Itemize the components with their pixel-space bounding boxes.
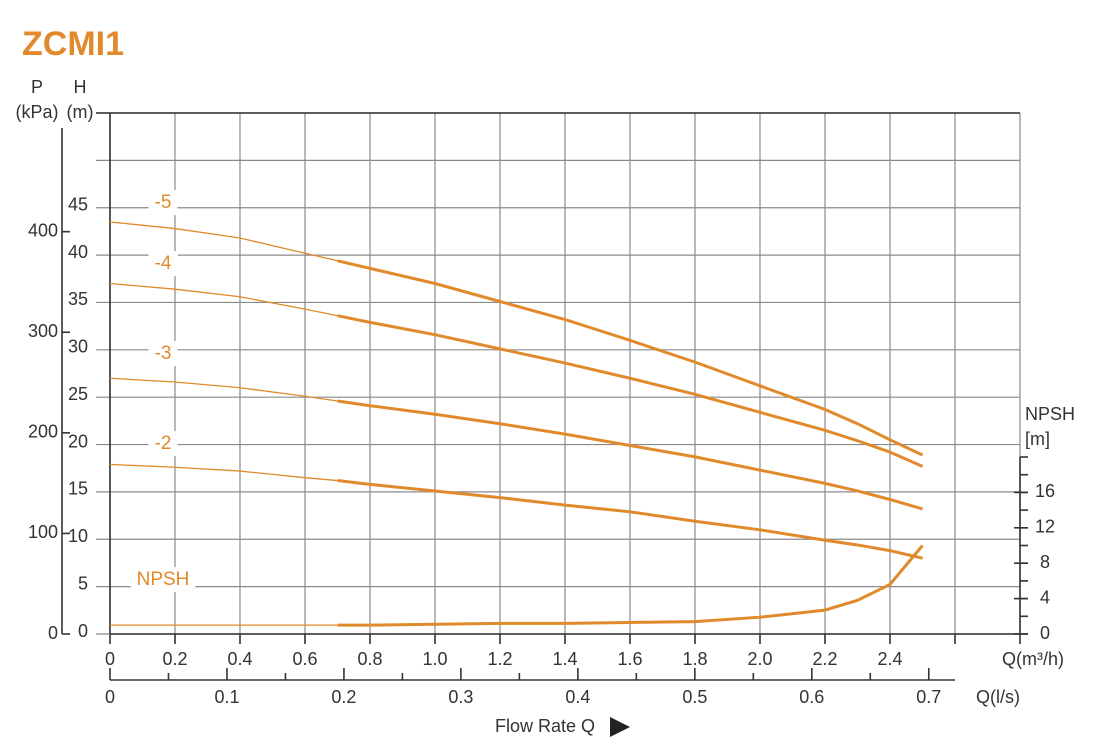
y2-tick-label: 200 [28,422,58,442]
x-tick-label: 1.6 [617,649,642,669]
axis-title: Flow Rate Q [495,716,595,736]
series-label-bg [130,567,196,593]
x-tick-label: 1.4 [552,649,577,669]
series-label-bg [148,190,178,216]
series-label: NPSH [137,569,190,590]
y2-label: P [31,77,43,97]
x2-tick-label: 0 [105,687,115,707]
x-tick-label: 1.0 [422,649,447,669]
y2-tick-label: 100 [28,522,58,542]
series-label: -2 [155,433,172,454]
y2-unit: (kPa) [15,102,58,122]
x-tick-label: 0.6 [292,649,317,669]
curve [337,479,923,560]
curve [109,463,338,482]
y3-tick-label: 4 [1040,587,1050,607]
series-label: -5 [155,192,172,213]
curve [109,221,338,262]
curve [337,399,923,511]
x2-tick-label: 0.6 [799,687,824,707]
x-tick-label: 0.4 [227,649,252,669]
y-tick-label: 10 [68,526,88,546]
y-tick-label: 40 [68,242,88,262]
series-label: -3 [155,343,172,364]
y2-tick-label: 400 [28,220,58,240]
x2-tick-label: 0.4 [565,687,590,707]
y-unit: (m) [67,102,94,122]
x2-tick-label: 0.7 [916,687,941,707]
y3-label: NPSH [1025,404,1075,424]
curve [337,544,924,627]
x2-tick-label: 0.1 [214,687,239,707]
y3-tick-label: 16 [1035,481,1055,501]
x-tick-label: 2.4 [877,649,902,669]
y-tick-label: 45 [68,194,88,214]
y-tick-label: 20 [68,431,88,451]
y2-tick-label: 0 [48,623,58,643]
x-tick-label: 0.2 [162,649,187,669]
series-label-bg [148,431,178,457]
series-label: -4 [155,253,172,274]
x2-tick-label: 0.3 [448,687,473,707]
x2-label: Q(l/s) [976,687,1020,707]
y-tick-label: 0 [78,621,88,641]
y3-tick-label: 12 [1035,517,1055,537]
y-tick-label: 30 [68,337,88,357]
y3-tick-label: 0 [1040,623,1050,643]
y3-unit: [m] [1025,429,1050,449]
curve [337,314,924,468]
x-tick-label: 1.2 [487,649,512,669]
y-tick-label: 35 [68,289,88,309]
x-label: Q(m³/h) [1002,649,1064,669]
x2-tick-label: 0.2 [331,687,356,707]
x-tick-label: 1.8 [682,649,707,669]
x-tick-label: 0 [105,649,115,669]
y2-tick-label: 300 [28,321,58,341]
x2-tick-label: 0.5 [682,687,707,707]
series-label-bg [148,341,178,367]
x-tick-label: 2.0 [747,649,772,669]
y-label: H [74,77,87,97]
y-tick-label: 15 [68,479,88,499]
y-tick-label: 5 [78,573,88,593]
curve [109,377,338,402]
x-tick-label: 0.8 [357,649,382,669]
y3-tick-label: 8 [1040,552,1050,572]
y-tick-label: 25 [68,384,88,404]
curve [109,282,338,317]
x-tick-label: 2.2 [812,649,837,669]
series-label-bg [148,251,178,277]
curve [337,259,924,457]
chart-title: ZCMI1 [22,25,124,63]
arrow [610,717,630,737]
